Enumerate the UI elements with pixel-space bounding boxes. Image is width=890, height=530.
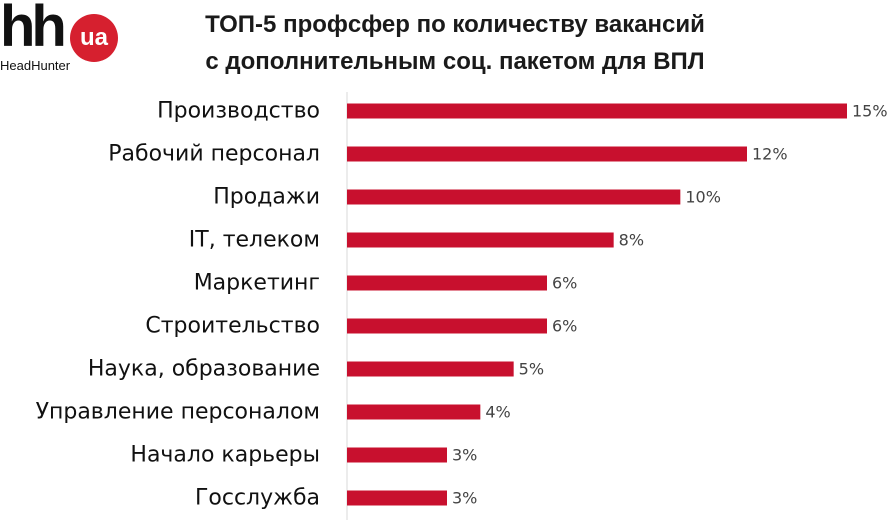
bar: [347, 404, 481, 420]
logo-badge: ua: [70, 14, 118, 62]
chart-title-line-1: ТОП-5 профсфер по количеству вакансий: [205, 11, 705, 38]
value-label: 5%: [519, 360, 544, 379]
value-label: 3%: [452, 446, 477, 465]
category-label: Производство: [157, 99, 320, 124]
category-label: Наука, образование: [88, 357, 320, 382]
category-label: Госслужба: [195, 486, 320, 511]
value-label: 15%: [852, 102, 888, 121]
category-label: IT, телеком: [189, 228, 320, 253]
bar: [347, 361, 514, 377]
logo-name: HeadHunter: [0, 58, 71, 73]
value-label: 12%: [752, 145, 788, 164]
bar: [347, 146, 747, 162]
category-label: Продажи: [213, 185, 320, 210]
value-label: 4%: [485, 403, 510, 422]
chart-title: ТОП-5 профсфер по количеству вакансий с …: [125, 6, 785, 80]
value-label: 3%: [452, 489, 477, 508]
bar: [347, 318, 547, 334]
bar: [347, 189, 681, 205]
category-label: Начало карьеры: [130, 443, 320, 468]
headhunter-logo: hh ua HeadHunter: [0, 0, 120, 74]
category-label: Рабочий персонал: [108, 142, 320, 167]
chart-title-line-2: с дополнительным соц. пакетом для ВПЛ: [205, 48, 705, 75]
bar: [347, 232, 614, 248]
bar: [347, 275, 547, 291]
value-label: 10%: [685, 188, 721, 207]
value-label: 6%: [552, 274, 577, 293]
logo-mark: hh: [0, 0, 67, 59]
value-label: 6%: [552, 317, 577, 336]
bar: [347, 447, 447, 463]
category-label: Управление персоналом: [36, 400, 320, 425]
category-label: Маркетинг: [194, 271, 320, 296]
category-label: Строительство: [145, 314, 320, 339]
value-label: 8%: [619, 231, 644, 250]
bar: [347, 103, 847, 119]
bar: [347, 490, 447, 506]
